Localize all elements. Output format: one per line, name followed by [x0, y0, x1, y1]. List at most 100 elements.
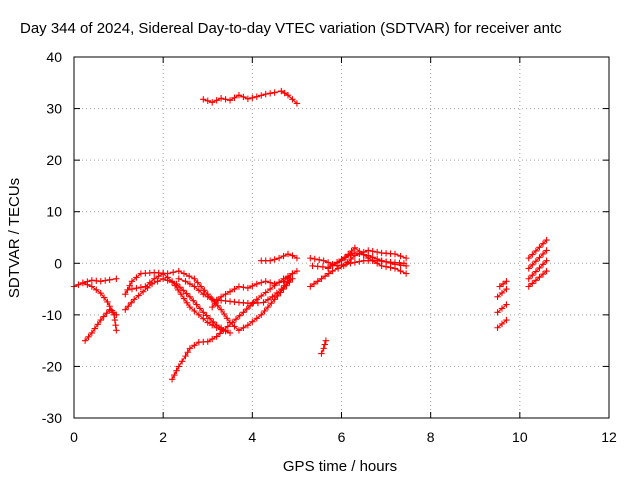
- y-tick-label: 40: [46, 49, 62, 65]
- data-point: [324, 265, 332, 272]
- data-point: [235, 91, 243, 99]
- data-point: [261, 307, 268, 315]
- data-point: [211, 300, 219, 307]
- data-point: [240, 93, 247, 101]
- data-point: [175, 267, 182, 275]
- data-point: [347, 255, 355, 263]
- data-point: [240, 309, 247, 316]
- x-tick-label: 6: [338, 429, 346, 445]
- data-point: [217, 306, 225, 313]
- data-point: [539, 261, 547, 268]
- data-point: [271, 256, 278, 263]
- data-point: [195, 311, 203, 319]
- data-point: [273, 289, 281, 297]
- data-point: [391, 261, 399, 268]
- data-point: [382, 258, 390, 266]
- data-point: [278, 285, 285, 293]
- data-point: [322, 337, 330, 344]
- data-point: [347, 251, 354, 259]
- data-point: [213, 97, 220, 104]
- data-point: [258, 279, 265, 286]
- data-point: [499, 280, 507, 288]
- y-tick-label: -30: [42, 410, 62, 426]
- data-point: [180, 270, 188, 277]
- data-point: [258, 92, 265, 99]
- x-axis-label: GPS time / hours: [283, 458, 397, 475]
- data-point: [329, 262, 336, 269]
- data-point: [128, 278, 136, 285]
- data-point: [253, 280, 260, 288]
- data-point: [334, 265, 342, 272]
- data-point: [173, 367, 180, 374]
- data-point: [226, 97, 234, 104]
- grid-layer: [74, 57, 609, 418]
- data-point: [229, 319, 236, 326]
- data-point: [106, 306, 113, 313]
- data-point: [171, 282, 179, 289]
- data-point: [284, 91, 292, 99]
- data-point: [151, 275, 158, 282]
- data-point: [275, 254, 283, 262]
- data-point: [391, 250, 399, 258]
- data-point: [182, 278, 189, 285]
- data-point: [177, 291, 185, 298]
- data-point: [206, 315, 214, 322]
- data-point: [316, 256, 323, 264]
- data-point: [186, 303, 194, 311]
- data-point: [169, 269, 177, 276]
- data-point: [171, 371, 178, 379]
- data-point: [195, 287, 203, 294]
- data-point: [529, 251, 536, 258]
- data-point: [231, 285, 238, 293]
- data-point: [348, 247, 355, 255]
- data-point: [103, 309, 110, 317]
- data-point: [503, 316, 510, 324]
- data-point: [191, 283, 198, 290]
- data-point: [289, 96, 296, 103]
- data-point: [191, 307, 198, 315]
- data-point: [130, 296, 138, 303]
- data-point: [539, 250, 547, 258]
- data-point: [529, 271, 536, 279]
- series-arc-k: [258, 250, 301, 264]
- data-point: [281, 282, 288, 289]
- tick-layer: 0 2 4 6 8 10 12 -30 -20 -10 0 10 20 30 40: [42, 49, 617, 445]
- x-tick-label: 12: [601, 429, 617, 445]
- data-point: [260, 299, 267, 306]
- data-point: [102, 277, 109, 284]
- data-point: [154, 278, 161, 285]
- x-tick-label: 8: [427, 429, 435, 445]
- series-arc-v: [525, 247, 550, 272]
- data-point: [159, 270, 167, 277]
- data-point: [191, 342, 198, 349]
- y-tick-label: -20: [42, 358, 62, 374]
- data-point: [320, 257, 327, 264]
- data-point: [373, 248, 381, 256]
- data-point: [264, 296, 272, 303]
- data-point: [180, 295, 188, 302]
- data-point: [155, 272, 162, 280]
- data-point: [235, 327, 243, 334]
- data-point: [226, 329, 234, 337]
- data-point: [525, 275, 532, 282]
- data-point: [124, 286, 131, 294]
- data-point: [532, 247, 540, 255]
- data-point: [274, 292, 281, 300]
- data-point: [135, 292, 142, 299]
- data-point: [235, 283, 243, 290]
- data-point: [543, 236, 550, 244]
- data-point: [397, 267, 404, 275]
- data-point: [200, 315, 207, 322]
- data-point: [226, 288, 234, 295]
- data-point: [525, 265, 532, 272]
- data-point: [494, 293, 501, 301]
- data-point: [378, 257, 385, 264]
- data-point: [258, 292, 265, 300]
- data-point: [164, 274, 171, 281]
- data-point: [254, 299, 262, 307]
- data-point: [204, 338, 211, 345]
- data-point: [402, 262, 410, 270]
- data-point: [222, 96, 229, 103]
- data-point: [289, 252, 296, 259]
- data-point: [532, 258, 540, 265]
